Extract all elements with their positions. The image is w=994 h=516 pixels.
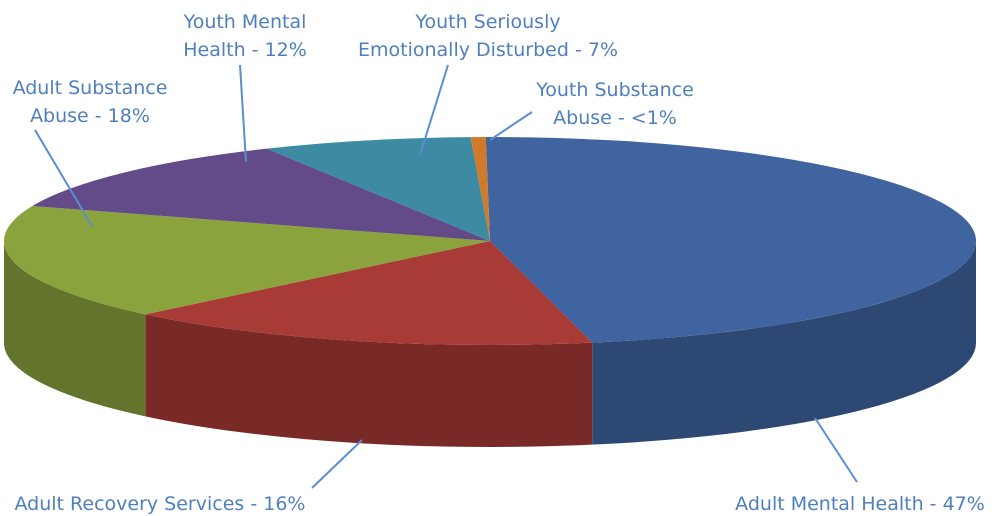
slice-label-0-line-0: Adult Mental Health - 47% bbox=[735, 493, 985, 515]
slice-top-2 bbox=[3, 206, 490, 315]
pie-sides bbox=[4, 241, 976, 448]
leader-line-1 bbox=[311, 439, 363, 489]
slice-top-1 bbox=[145, 241, 593, 345]
leader-line-4 bbox=[419, 64, 449, 156]
slice-label-4-line-1: Emotionally Disturbed - 7% bbox=[358, 39, 618, 61]
leader-line-3 bbox=[239, 64, 247, 163]
slice-label-1-line-0: Adult Recovery Services - 16% bbox=[15, 493, 306, 515]
slice-label-4-line-0: Youth Seriously bbox=[414, 11, 560, 33]
slice-label-3-line-1: Health - 12% bbox=[183, 39, 307, 61]
slice-top-3 bbox=[32, 148, 491, 241]
slice-top-0 bbox=[485, 137, 976, 343]
leader-line-2 bbox=[34, 129, 93, 227]
slice-label-5-line-1: Abuse - <1% bbox=[553, 107, 677, 129]
slice-label-3-line-0: Youth Mental bbox=[183, 11, 307, 33]
slice-top-5 bbox=[470, 137, 490, 241]
leader-line-5 bbox=[489, 111, 533, 141]
leader-line-0 bbox=[814, 417, 858, 483]
slice-label-5-line-0: Youth Substance bbox=[535, 79, 694, 101]
slice-top-4 bbox=[266, 137, 490, 241]
label-leader-lines bbox=[34, 64, 858, 489]
slice-side-2 bbox=[4, 241, 146, 417]
slice-side-1 bbox=[145, 314, 593, 448]
slice-labels: Adult Mental Health - 47% Adult Recovery … bbox=[13, 11, 985, 515]
slice-side-0 bbox=[592, 241, 976, 445]
pie-top bbox=[3, 137, 976, 345]
slice-label-2-line-1: Abuse - 18% bbox=[30, 105, 150, 127]
slice-label-2-line-0: Adult Substance bbox=[13, 77, 168, 99]
